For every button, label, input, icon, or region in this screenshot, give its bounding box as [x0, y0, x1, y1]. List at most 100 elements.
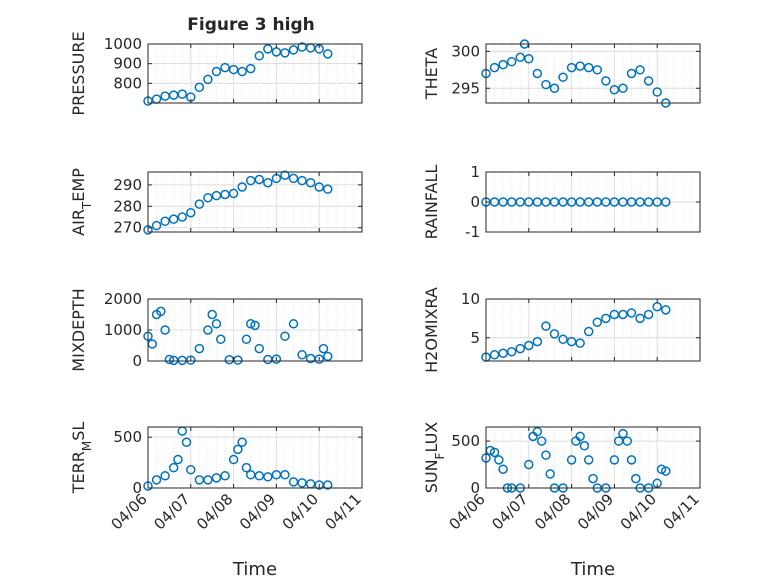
data-point: [532, 68, 543, 79]
data-point: [575, 431, 585, 442]
x-tick-label: 04/09: [574, 490, 617, 533]
data-point: [280, 48, 290, 58]
subplot-mixdepth: 0 1000 2000 MIXDEPTH: [69, 288, 363, 372]
x-tick-label: 04/06: [108, 490, 151, 533]
data-point: [250, 320, 260, 331]
data-series: [143, 170, 333, 235]
data-point: [156, 306, 166, 317]
data-point: [220, 471, 230, 481]
data-point: [186, 207, 196, 218]
y-tick-label: 290: [113, 176, 142, 194]
data-point: [245, 63, 256, 74]
data-point: [661, 466, 671, 476]
data-point: [177, 212, 187, 222]
data-point: [489, 350, 500, 360]
y-tick-label: -1: [465, 223, 480, 241]
data-point: [656, 464, 667, 474]
data-point: [228, 454, 239, 465]
data-point: [228, 188, 239, 199]
data-point: [575, 338, 585, 348]
data-point: [151, 475, 162, 485]
data-point: [566, 336, 577, 347]
y-tick-label: 2000: [104, 290, 142, 308]
data-point: [254, 343, 265, 354]
data-point: [194, 343, 205, 354]
data-point: [297, 350, 307, 360]
y-tick-label: 0: [132, 479, 142, 497]
y-tick-label: 0: [470, 479, 480, 497]
data-point: [635, 313, 645, 324]
subplot-terr-msl: 0 500 04/06 04/07 04/08 04/09 04/10 04/11 Time TE…: [69, 422, 365, 580]
subplot-theta: 295 300 THETA: [422, 39, 701, 108]
y-axis-label: TERRMSL: [69, 422, 94, 495]
y-axis-label: THETA: [422, 48, 441, 100]
data-point: [237, 437, 247, 447]
y-axis-label: SUNFLUX: [422, 422, 447, 494]
data-point: [254, 174, 265, 185]
data-point: [541, 321, 551, 331]
data-point: [160, 216, 170, 227]
data-point: [314, 182, 324, 192]
data-point: [515, 343, 525, 354]
data-point: [288, 173, 299, 184]
data-point: [626, 308, 637, 318]
data-point: [661, 197, 671, 207]
x-tick-label: 04/09: [236, 490, 279, 533]
data-point: [280, 170, 290, 180]
data-point: [579, 441, 590, 451]
data-point: [506, 56, 517, 67]
data-point: [631, 473, 641, 484]
data-series: [143, 306, 333, 366]
x-tick-label: 04/06: [446, 490, 489, 533]
data-point: [164, 354, 175, 365]
y-tick-label: 800: [113, 74, 142, 92]
data-point: [558, 334, 568, 345]
axes-box: [485, 298, 701, 362]
data-point: [643, 76, 654, 86]
axes-box: [147, 43, 363, 104]
x-tick-label: 04/07: [488, 490, 531, 533]
data-point: [288, 45, 299, 55]
data-point: [661, 305, 671, 315]
data-point: [173, 454, 183, 465]
data-point: [288, 319, 299, 329]
data-point: [524, 54, 534, 64]
data-point: [609, 84, 620, 95]
x-tick-label: 04/10: [617, 490, 660, 533]
data-point: [280, 470, 290, 480]
axes-box: [485, 426, 701, 489]
data-point: [494, 455, 504, 465]
data-point: [211, 66, 222, 77]
data-point: [323, 480, 333, 490]
x-axis-label: Time: [232, 559, 277, 580]
y-tick-label: 500: [113, 428, 142, 446]
data-point: [203, 74, 213, 85]
data-point: [241, 462, 252, 473]
data-point: [545, 469, 555, 479]
data-point: [541, 450, 551, 460]
data-point: [203, 192, 213, 203]
data-point: [635, 65, 645, 75]
data-point: [566, 62, 577, 73]
data-point: [237, 66, 247, 77]
x-tick-label: 04/07: [150, 490, 193, 533]
data-point: [297, 175, 307, 186]
subplot-sun-flux: 0 500 04/06 04/07 04/08 04/09 04/10 04/11 Time SU…: [422, 422, 703, 580]
y-tick-label: 270: [113, 219, 142, 237]
data-series: [143, 426, 333, 491]
data-point: [498, 464, 508, 474]
data-point: [601, 313, 611, 324]
plot-area: [486, 427, 700, 488]
data-point: [263, 472, 273, 482]
data-point: [583, 455, 594, 465]
data-point: [609, 455, 620, 465]
plot-area: [148, 427, 362, 488]
data-point: [583, 62, 594, 73]
y-tick-label: 0: [470, 193, 480, 211]
data-point: [211, 319, 222, 329]
data-point: [254, 51, 265, 61]
data-point: [566, 455, 577, 465]
data-point: [489, 62, 500, 73]
